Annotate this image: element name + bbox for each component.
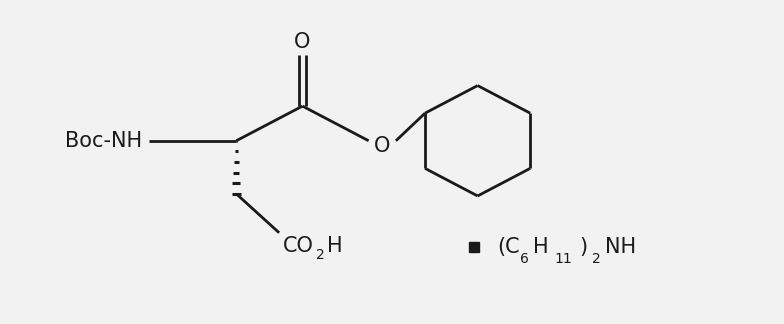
Text: (C: (C [497,237,520,257]
Text: Boc-NH: Boc-NH [65,131,143,151]
Text: 6: 6 [521,252,529,266]
Text: ): ) [579,237,588,257]
Text: O: O [294,32,310,52]
Text: H: H [533,237,549,257]
Text: 2: 2 [316,249,325,262]
Text: O: O [374,136,390,156]
Text: 11: 11 [555,252,572,266]
Text: NH: NH [604,237,636,257]
Text: 2: 2 [592,252,601,266]
Text: CO: CO [283,236,314,256]
Text: H: H [327,236,343,256]
